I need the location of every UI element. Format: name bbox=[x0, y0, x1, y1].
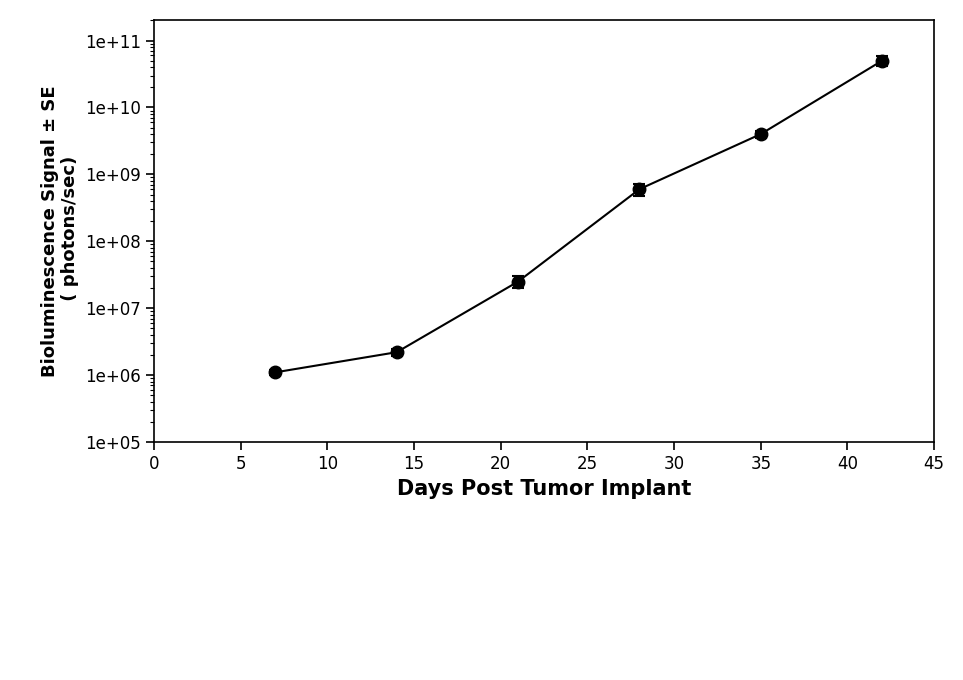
X-axis label: Days Post Tumor Implant: Days Post Tumor Implant bbox=[397, 479, 691, 498]
Y-axis label: Bioluminescence Signal ± SE
 ( photons/sec): Bioluminescence Signal ± SE ( photons/se… bbox=[40, 86, 79, 377]
